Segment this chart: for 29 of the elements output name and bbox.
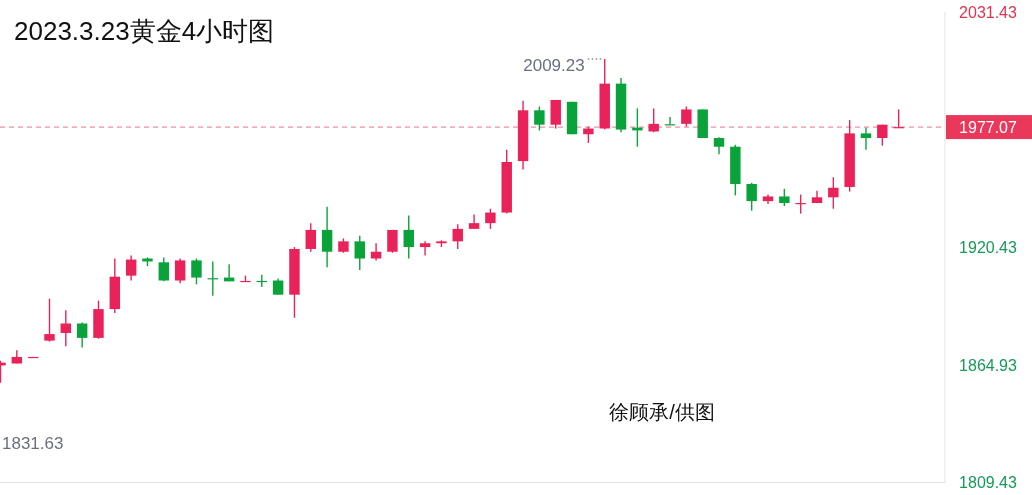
candlestick [860,126,872,151]
annotation: 2009.23 [523,56,585,75]
y-tick-label: 1920.43 [959,239,1018,256]
candlestick [191,257,202,286]
annotation: 1831.63 [2,434,64,453]
candlestick [305,222,316,253]
candlestick [76,321,88,349]
candlestick [468,213,480,230]
candlestick [534,105,545,132]
ref-line-label: 1977.07 [959,119,1018,137]
candlestick [354,234,365,271]
y-tick-label: 2031.43 [959,4,1018,21]
candlestick [174,257,186,284]
candlestick [403,214,414,260]
candlestick [648,107,659,134]
candlestick [828,176,839,210]
y-tick-label: 1809.43 [959,474,1018,491]
candlestick [452,223,463,250]
candlestick [681,105,692,128]
candlestick [485,208,496,230]
chart-title: 2023.3.23黄金4小时图 [14,16,275,46]
y-tick-label: 1864.93 [959,356,1018,374]
candlestick [321,206,333,268]
candlestick [44,298,55,343]
candlestick [125,254,137,282]
candlestick [60,309,72,348]
candlestick [746,182,757,212]
candlestick [419,240,431,257]
annotation: 徐顾承/供图 [609,401,715,423]
